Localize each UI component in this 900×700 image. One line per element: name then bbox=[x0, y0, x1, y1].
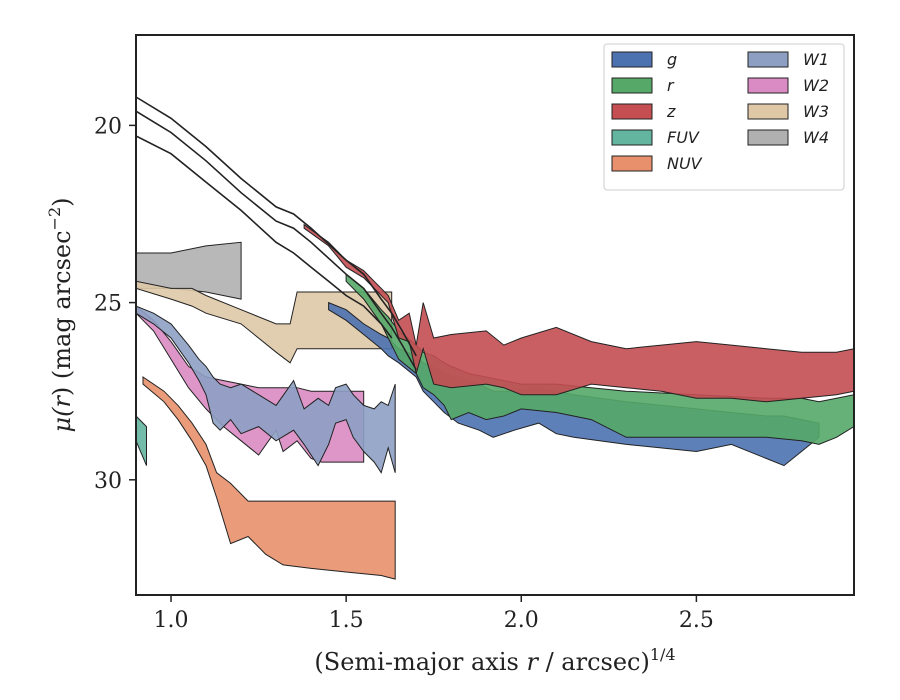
model-line-3 bbox=[136, 135, 393, 339]
legend: grz FUV NUV W1 W2 W3 W4 bbox=[603, 43, 845, 191]
legend-swatch-w2 bbox=[747, 77, 789, 94]
legend-swatch-r bbox=[611, 77, 653, 94]
x-tick-label: 2.0 bbox=[504, 608, 539, 633]
legend-swatch-fuv bbox=[611, 129, 653, 146]
y-tick-label: 25 bbox=[94, 292, 122, 317]
legend-label-w4: W4 bbox=[803, 128, 829, 147]
x-tick-label: 2.5 bbox=[679, 608, 714, 633]
band-z bbox=[303, 223, 854, 403]
x-axis-label: (Semi-major axis r / arcsec)1/4 bbox=[314, 645, 675, 676]
legend-label-w2: W2 bbox=[803, 76, 829, 95]
y-tick-label: 30 bbox=[94, 469, 122, 494]
y-axis: 20 25 30 bbox=[94, 114, 136, 494]
legend-swatch-w1 bbox=[747, 51, 789, 68]
legend-label-fuv: FUV bbox=[667, 128, 700, 147]
legend-label-nuv: NUV bbox=[667, 154, 703, 173]
legend-swatch-w3 bbox=[747, 103, 789, 120]
band-fuv bbox=[136, 415, 147, 466]
x-axis: 1.0 1.5 2.0 2.5 bbox=[154, 595, 714, 633]
legend-label-g: g bbox=[667, 50, 677, 69]
y-axis-label: μ(r) (mag arcsec−2) bbox=[45, 197, 76, 432]
plot-frame bbox=[135, 34, 855, 596]
model-line-layer bbox=[136, 96, 417, 371]
legend-swatch-w4 bbox=[747, 129, 789, 146]
legend-swatch-nuv bbox=[611, 155, 653, 172]
x-tick-label: 1.0 bbox=[154, 608, 189, 633]
legend-label-r: r bbox=[667, 76, 675, 95]
y-tick-label: 20 bbox=[94, 114, 122, 139]
x-tick-label: 1.5 bbox=[329, 608, 364, 633]
legend-label-w1: W1 bbox=[803, 50, 829, 69]
legend-swatch-g bbox=[611, 51, 653, 68]
model-line-2 bbox=[136, 110, 417, 371]
legend-label-w3: W3 bbox=[803, 102, 829, 121]
band-nuv bbox=[142, 376, 396, 580]
legend-label-z: z bbox=[666, 102, 676, 121]
model-line-1 bbox=[136, 96, 417, 357]
band-w1 bbox=[136, 305, 396, 474]
band-layer bbox=[136, 223, 854, 580]
legend-swatch-z bbox=[611, 103, 653, 120]
